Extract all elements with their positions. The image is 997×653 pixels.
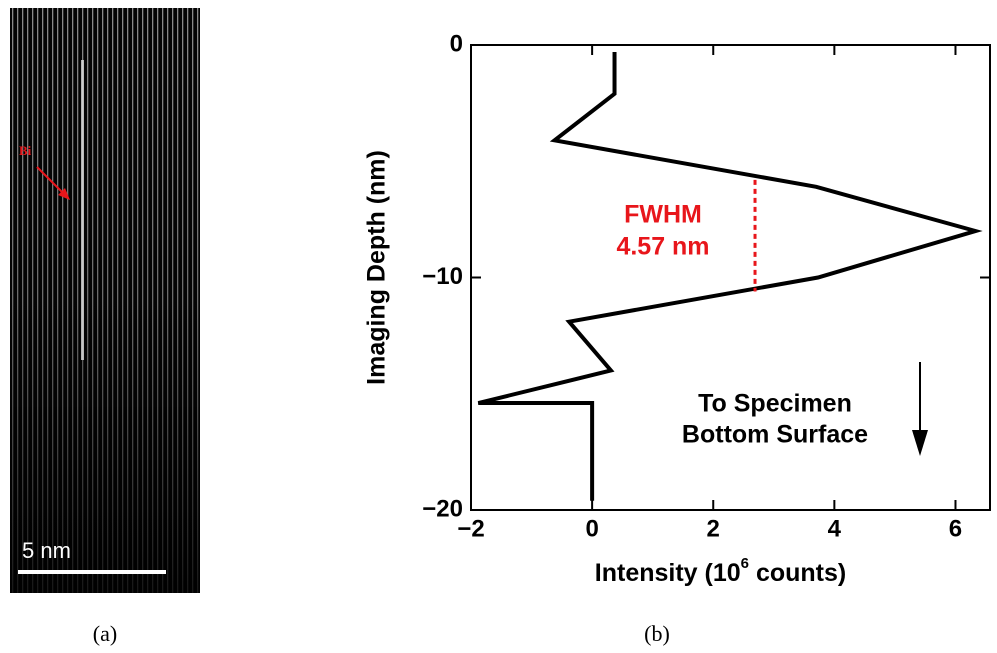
micrograph: Bi 5 nm xyxy=(10,8,200,593)
y-tick-label: −10 xyxy=(422,263,463,290)
bi-arrowhead xyxy=(58,188,70,200)
x-axis-label-part: Intensity (10 xyxy=(595,559,741,587)
x-axis-label: Intensity (106 counts) xyxy=(595,555,846,587)
y-axis-label: Imaging Depth (nm) xyxy=(363,150,391,385)
x-axis-label-part: counts) xyxy=(749,559,846,587)
caption: (b) xyxy=(644,621,670,646)
bi-arrow xyxy=(36,166,67,197)
y-tick-label: 0 xyxy=(450,30,463,57)
x-axis-label-part: 6 xyxy=(741,555,749,572)
note: To Specimen xyxy=(698,390,852,418)
scale-bar-label: 5 nm xyxy=(22,538,71,563)
note: Bottom Surface xyxy=(682,421,868,449)
x-tick-label: 0 xyxy=(585,515,598,542)
fwhm-label: FWHM xyxy=(624,201,702,229)
fwhm-label: 4.57 nm xyxy=(616,233,709,261)
note-arrowhead xyxy=(912,430,928,456)
y-tick-label: −20 xyxy=(422,495,463,522)
micrograph-shade xyxy=(10,8,200,593)
profile-line xyxy=(477,51,983,501)
x-tick-label: 2 xyxy=(707,515,720,542)
x-tick-label: 4 xyxy=(828,515,842,542)
bi-label: Bi xyxy=(19,143,32,158)
x-tick-label: −2 xyxy=(457,515,484,542)
caption: (a) xyxy=(93,621,117,646)
bright-column xyxy=(81,60,84,360)
x-tick-label: 6 xyxy=(949,515,962,542)
